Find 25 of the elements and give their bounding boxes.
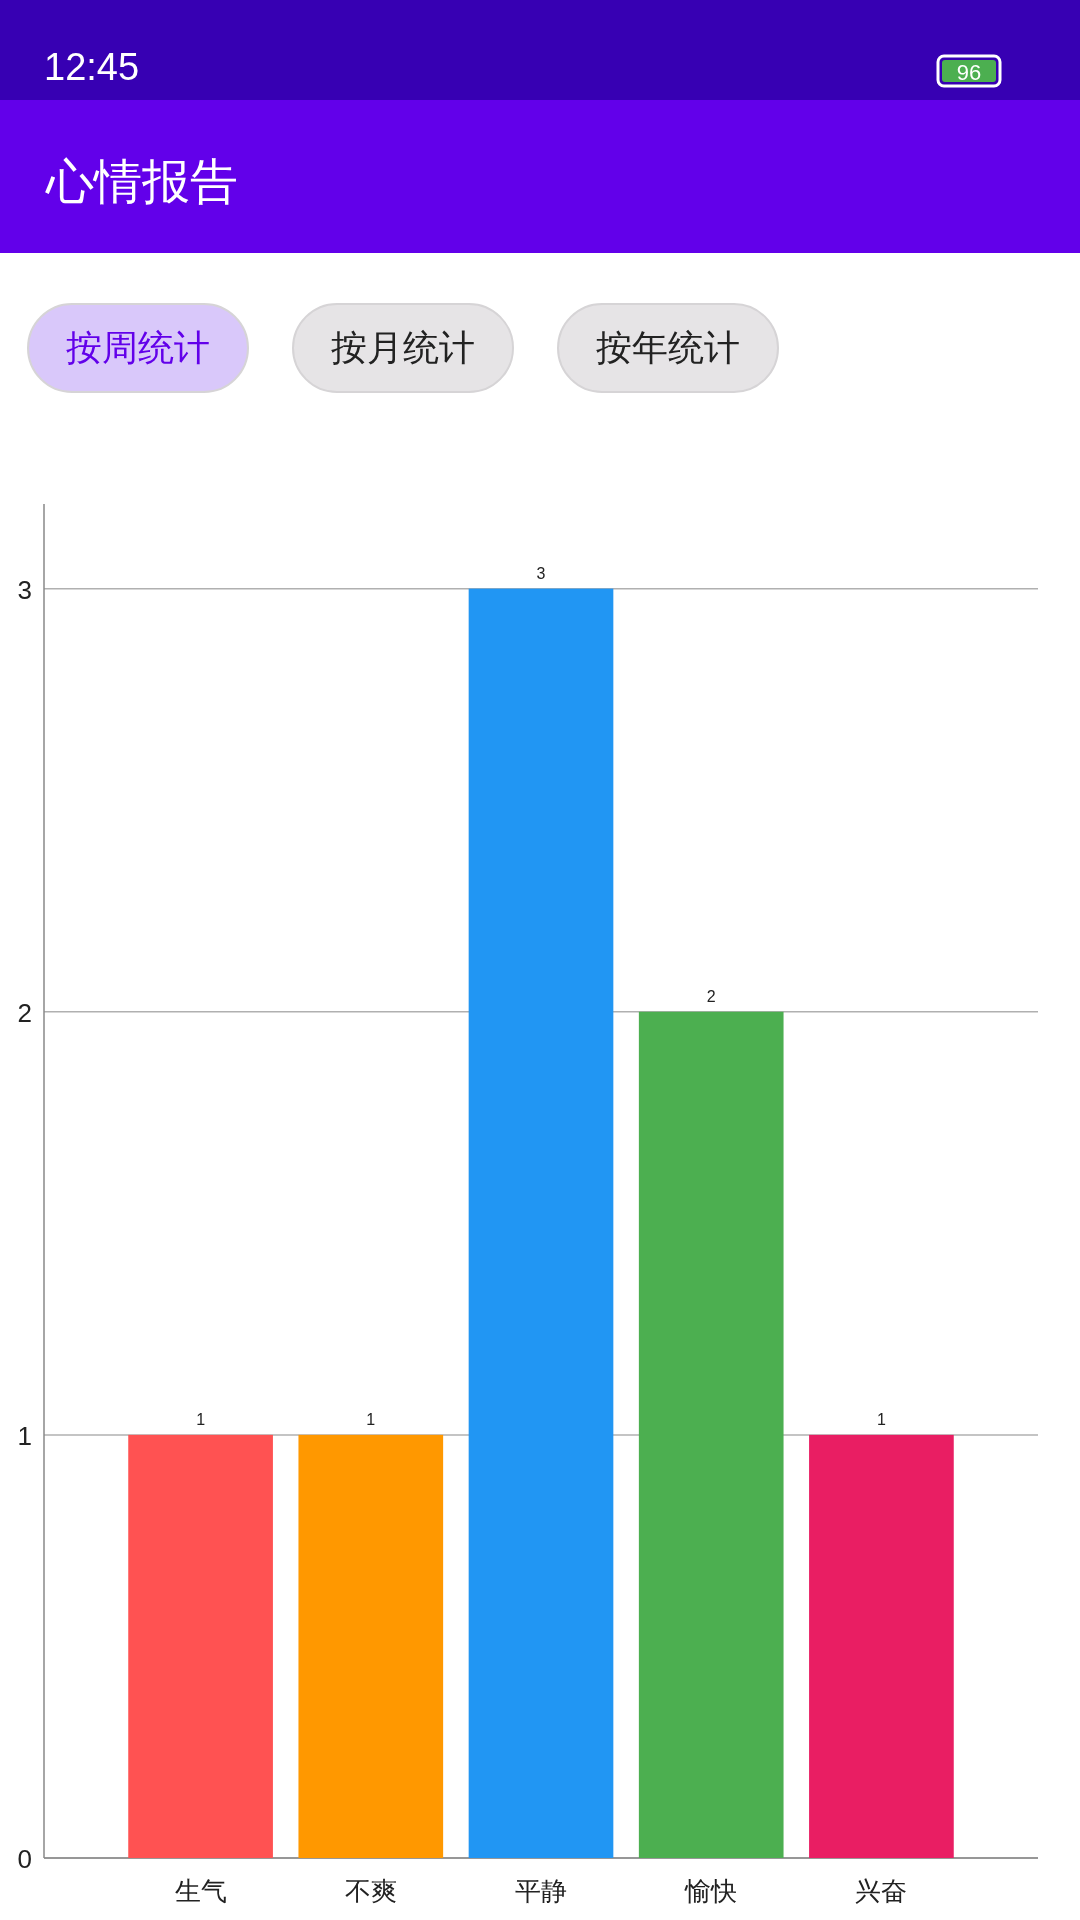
data-label: 1 [196, 1410, 206, 1428]
y-tick-label: 2 [17, 997, 32, 1028]
bar [638, 1011, 784, 1858]
button: 按周统计 [27, 303, 249, 393]
bar [298, 1434, 444, 1859]
x-tick-label: 兴奋 [855, 1876, 908, 1906]
button: 按月统计 [292, 303, 514, 393]
text: 96 [956, 60, 982, 85]
x-tick-label: 不爽 [344, 1876, 397, 1906]
y-tick-label: 0 [17, 1844, 32, 1874]
x-tick-label: 愉快 [684, 1876, 738, 1906]
data-label: 1 [366, 1410, 376, 1428]
data-label: 3 [536, 564, 546, 582]
bar [468, 588, 614, 1859]
chart-title: 心情报告 [45, 155, 238, 208]
data-label: 2 [706, 987, 716, 1005]
y-tick-label: 1 [17, 1420, 32, 1451]
x-tick-label: 平静 [515, 1876, 567, 1906]
data-label: 1 [876, 1410, 886, 1428]
bar [809, 1434, 954, 1859]
bar [128, 1434, 273, 1859]
y-tick-label: 3 [17, 574, 32, 605]
x-tick-label: 生气 [174, 1876, 227, 1906]
button: 按年统计 [557, 303, 779, 393]
text: 12:45 [44, 46, 140, 88]
